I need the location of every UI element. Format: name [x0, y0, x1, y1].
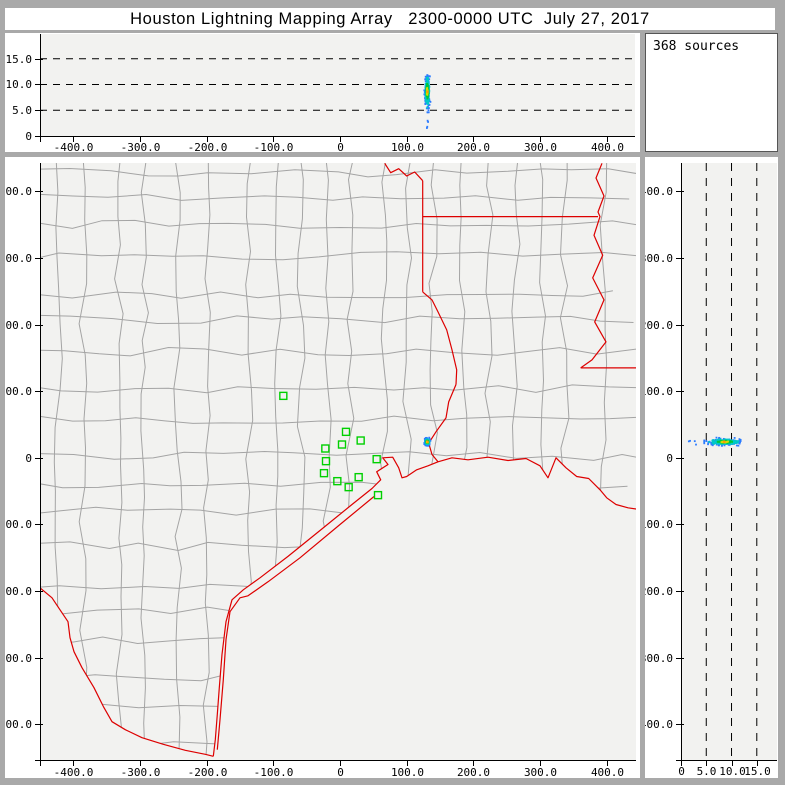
y-tick-labels: 0 5.0 10.0 15.0 [6, 53, 43, 143]
border-barrier-island [216, 496, 375, 750]
tick-label: -400.0 [54, 766, 94, 778]
tick-label: -400.0 [645, 718, 673, 731]
plot-area [681, 163, 777, 760]
tick-label: 0 [25, 452, 32, 465]
tick-label: 200.0 [457, 141, 490, 152]
tick-label: 200.0 [645, 319, 673, 332]
border-mississippi-river [580, 163, 607, 369]
tick-label: -100.0 [254, 141, 294, 152]
station-marker [372, 454, 381, 464]
tick-label: -200.0 [645, 585, 673, 598]
x-tick-labels: 0 5.0 10.015.0 [678, 760, 771, 778]
plot-area [40, 163, 636, 760]
station-marker [337, 440, 347, 449]
tick-label: -100.0 [254, 766, 294, 778]
tick-label: 10.0 [6, 78, 33, 91]
tick-label: 0 [666, 452, 673, 465]
tick-label: 5.0 [697, 765, 717, 778]
tick-label: 5.0 [12, 104, 32, 117]
alt-ew-content [40, 58, 635, 129]
tick-label: 400.0 [591, 141, 624, 152]
title-bar: Houston Lightning Mapping Array 2300-000… [5, 8, 775, 30]
station-marker [344, 482, 353, 492]
y-tick-labels: 400.0 300.0 200.0 100.0 0 -100.0 -200.0 -300.0 -… [5, 185, 43, 731]
border-tx-ar-border [422, 291, 458, 385]
tick-label: 100.0 [391, 141, 424, 152]
tick-label: -300.0 [5, 652, 32, 665]
chart-plan-view-map: 400.0300.0200.0100.00-100.0-200.0-300.0-… [5, 163, 636, 778]
source-count-label: 368 sources [653, 39, 740, 54]
tick-label: 400.0 [591, 766, 624, 778]
tick-label: -200.0 [188, 141, 228, 152]
tick-label: 0 [337, 141, 344, 152]
station-marker [356, 436, 365, 445]
station-marker [373, 490, 383, 500]
axis-lines [35, 163, 636, 766]
panel-plan-view-map: 400.0300.0200.0100.00-100.0-200.0-300.0-… [5, 157, 640, 778]
tick-label: -400.0 [5, 718, 32, 731]
tick-label: 300.0 [524, 141, 557, 152]
tick-label: -100.0 [5, 518, 32, 531]
tick-label: 400.0 [5, 185, 32, 198]
sources-scatter [423, 74, 432, 129]
station-marker [341, 427, 351, 437]
station-marker [279, 391, 288, 401]
tick-label: 200.0 [5, 319, 32, 332]
x-tick-labels: -400.0 -300.0 -200.0 -100.0 0 100.0 200.0 300.0… [54, 136, 624, 152]
axis-lines [35, 34, 635, 142]
tick-label: -300.0 [121, 766, 161, 778]
x-tick-labels: -400.0 -300.0 -200.0 -100.0 0 100.0 200.0 300.0… [54, 760, 624, 778]
chart-northsouth-vs-altitude: 400.0 300.0 200.0 100.0 0 -100.0 -200.0 -300.0 -… [645, 163, 777, 778]
state-borders [40, 163, 636, 757]
ns-alt-content [687, 163, 758, 760]
tick-label: -300.0 [121, 141, 161, 152]
border-gulf-coast [212, 456, 636, 757]
tick-label: 10.0 [719, 765, 746, 778]
tick-label: -200.0 [188, 766, 228, 778]
tick-label: 15.0 [744, 765, 771, 778]
plot-title: Houston Lightning Mapping Array 2300-000… [130, 9, 650, 28]
lma-stations [279, 391, 383, 500]
sources-scatter [687, 436, 742, 447]
tick-label: -100.0 [645, 518, 673, 531]
station-marker [354, 472, 363, 482]
tick-label: 100.0 [5, 385, 32, 398]
panel-source-count: 368 sources [645, 33, 778, 152]
axis-lines [676, 163, 777, 766]
tick-label: 200.0 [457, 766, 490, 778]
border-red-river [384, 163, 424, 182]
sources-scatter [423, 436, 432, 447]
station-marker [321, 444, 330, 453]
tick-label: 0 [678, 765, 685, 778]
tick-label: -300.0 [645, 652, 673, 665]
panel-northsouth-vs-altitude: 400.0 300.0 200.0 100.0 0 -100.0 -200.0 -300.0 -… [645, 157, 778, 778]
plot-area [40, 34, 635, 136]
station-marker [321, 456, 331, 466]
tick-label: 0 [337, 766, 344, 778]
tick-label: 300.0 [524, 766, 557, 778]
tick-label: 300.0 [5, 252, 32, 265]
tick-label: -400.0 [54, 141, 94, 152]
tick-label: 0 [25, 130, 32, 143]
tick-label: -200.0 [5, 585, 32, 598]
panel-altitude-vs-eastwest: 0 5.0 10.0 15.0 -400.0 -300.0 -200.0 -100.0 0 100… [5, 33, 640, 152]
tick-label: 100.0 [391, 766, 424, 778]
station-marker [333, 476, 342, 486]
tick-label: 15.0 [6, 53, 33, 66]
tick-label: 400.0 [645, 185, 673, 198]
chart-altitude-vs-eastwest: 0 5.0 10.0 15.0 -400.0 -300.0 -200.0 -100.0 0 100… [6, 34, 635, 152]
border-rio-grande [40, 587, 214, 757]
border-sabine-tx-la [428, 384, 457, 463]
tick-label: 300.0 [645, 252, 673, 265]
station-marker [319, 468, 329, 478]
y-tick-labels: 400.0 300.0 200.0 100.0 0 -100.0 -200.0 -300.0 -… [645, 185, 684, 731]
tick-label: 100.0 [645, 385, 673, 398]
